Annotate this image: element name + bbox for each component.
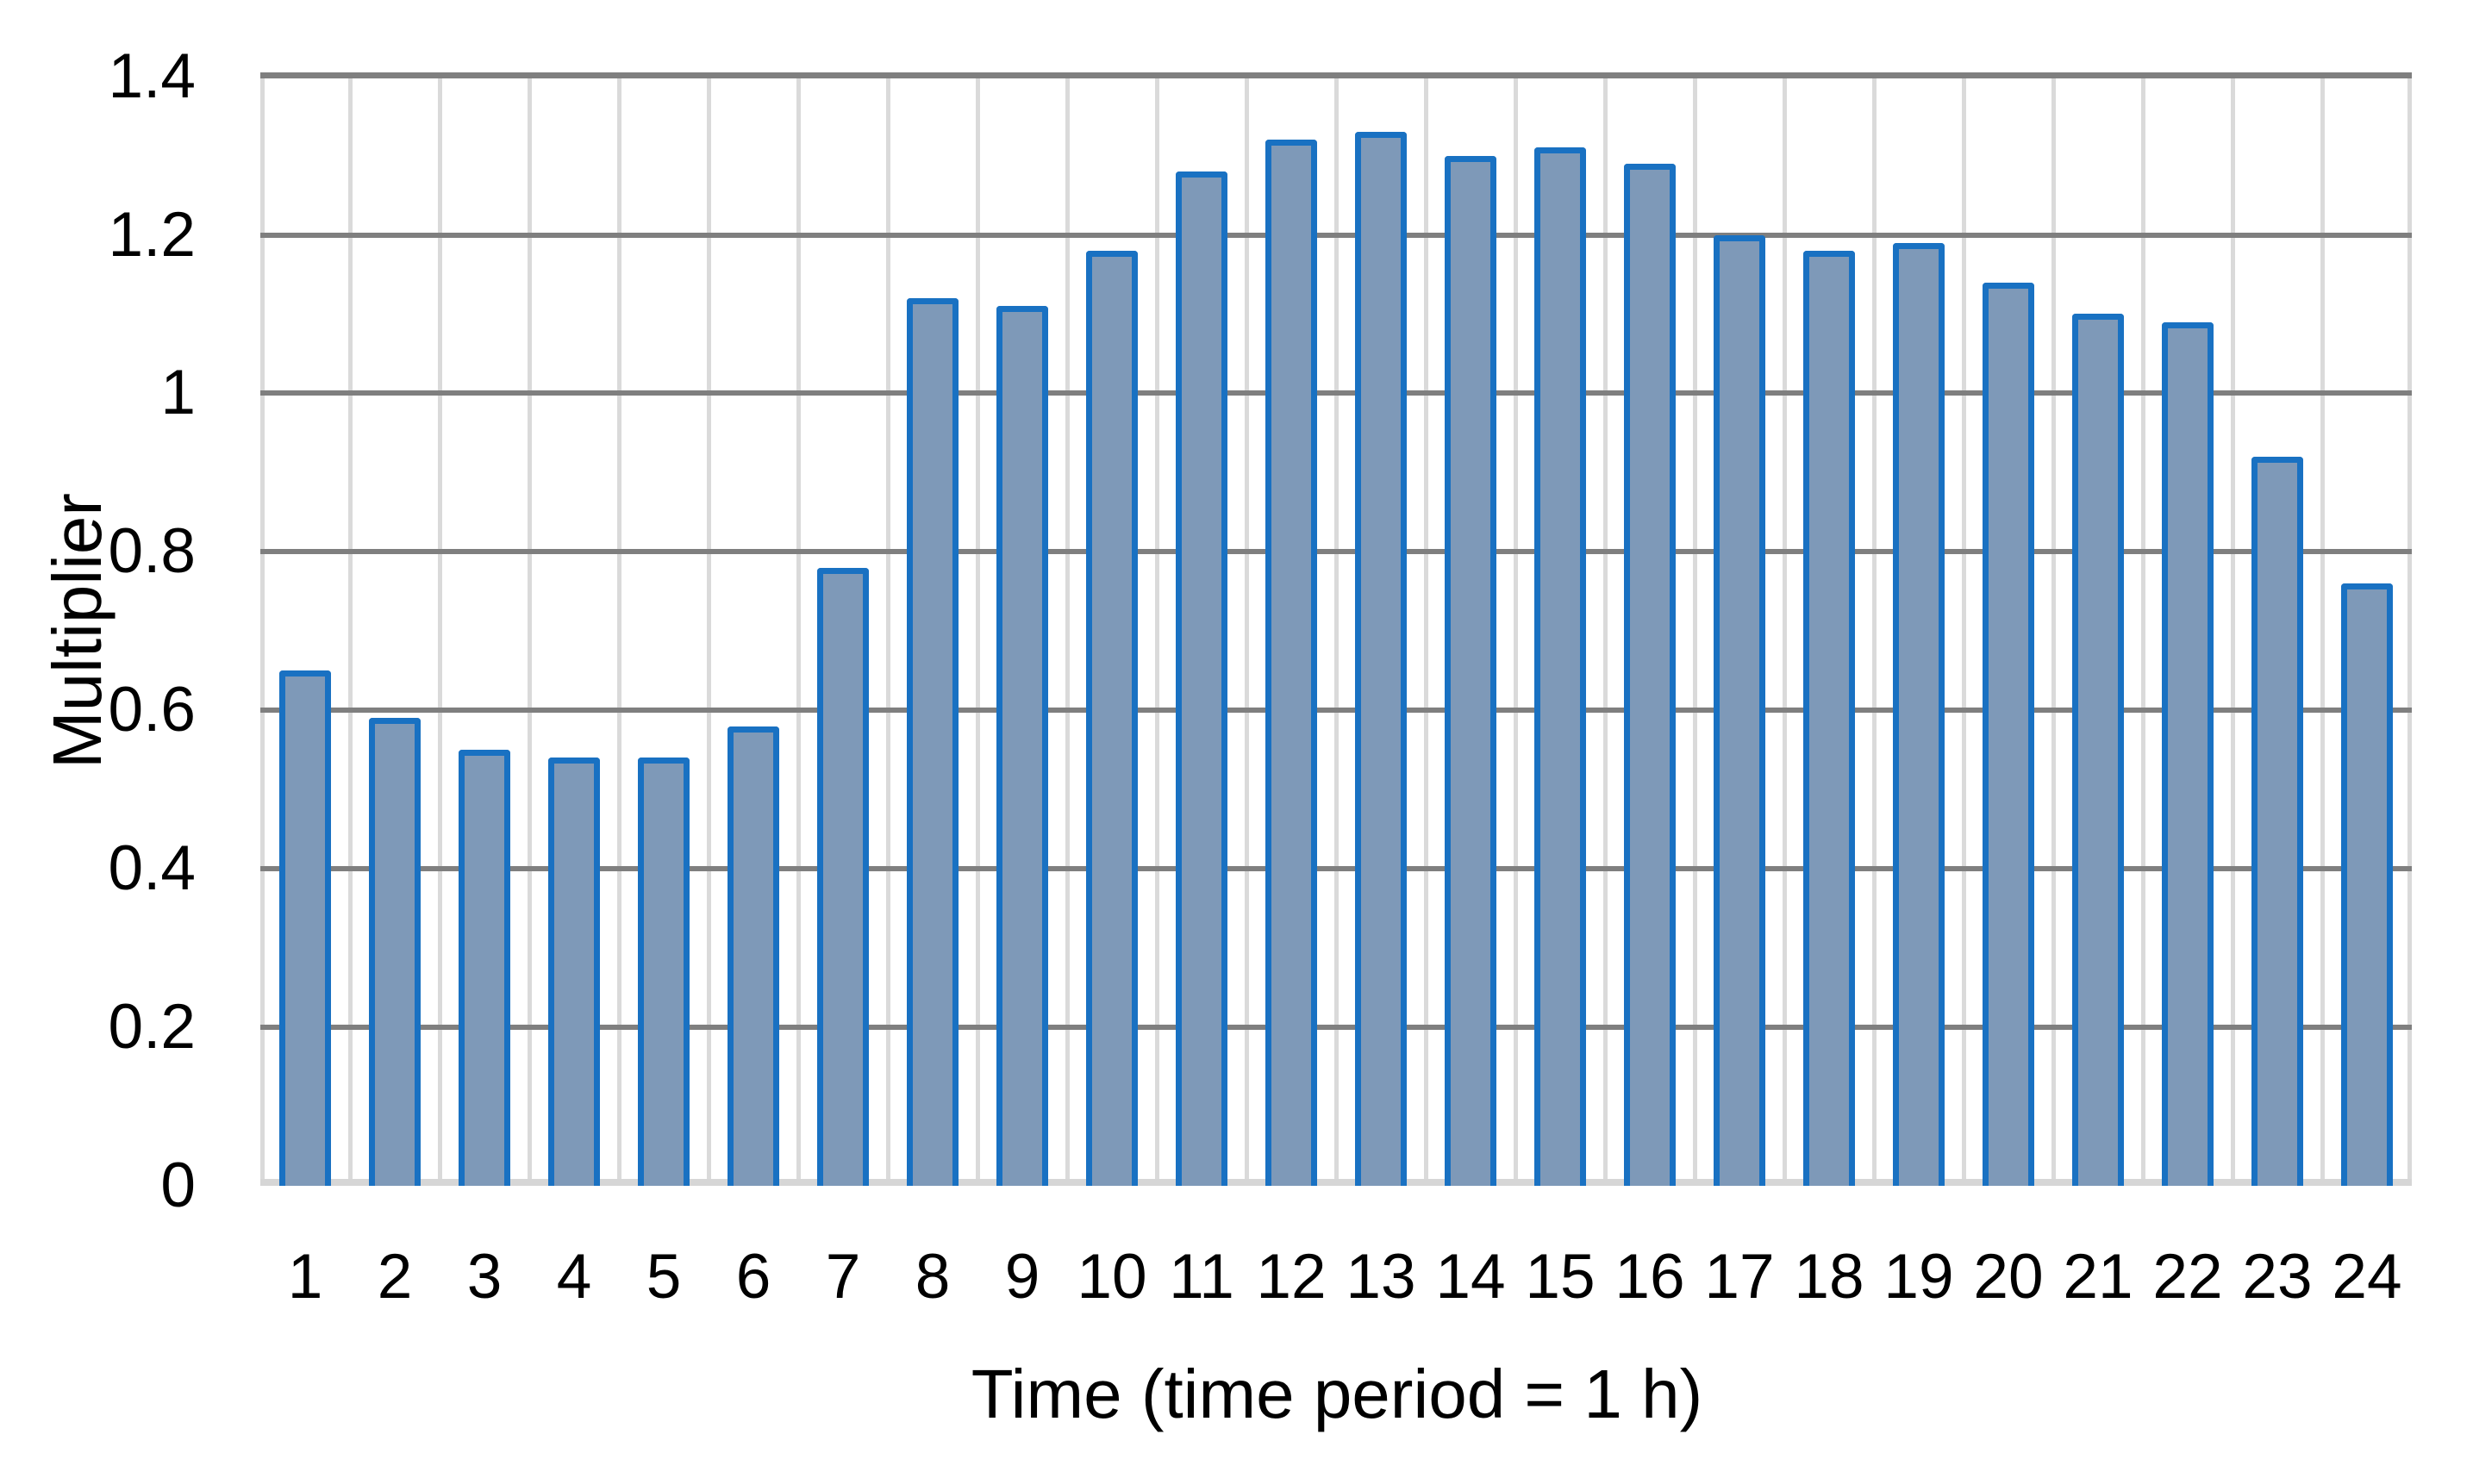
- category-gridline: [707, 72, 711, 1186]
- bar: [2251, 457, 2303, 1186]
- category-gridline: [438, 72, 442, 1186]
- category-gridline: [528, 72, 532, 1186]
- category-gridline: [2407, 72, 2412, 1186]
- bar: [1714, 235, 1765, 1186]
- bar: [1534, 147, 1586, 1186]
- major-gridline: [260, 390, 2412, 396]
- x-tick-label: 21: [2063, 1242, 2133, 1312]
- category-gridline: [1065, 72, 1070, 1186]
- plot-area: [260, 72, 2412, 1186]
- x-tick-label: 6: [735, 1242, 771, 1312]
- x-tick-label: 16: [1614, 1242, 1685, 1312]
- bar: [369, 718, 421, 1186]
- bar: [548, 758, 600, 1186]
- category-gridline: [1245, 72, 1249, 1186]
- x-tick-label: 13: [1346, 1242, 1416, 1312]
- category-gridline: [1872, 72, 1877, 1186]
- x-tick-label: 10: [1077, 1242, 1147, 1312]
- y-tick-label: 0: [160, 1150, 196, 1220]
- bar: [1983, 283, 2034, 1186]
- bar: [2341, 583, 2393, 1186]
- major-gridline: [260, 708, 2412, 713]
- x-tick-label: 7: [825, 1242, 861, 1312]
- x-tick-label: 14: [1435, 1242, 1506, 1312]
- y-tick-label: 0.6: [108, 675, 196, 745]
- category-gridline: [1514, 72, 1518, 1186]
- x-tick-label: 2: [377, 1242, 413, 1312]
- bar: [996, 306, 1048, 1186]
- category-gridline: [1155, 72, 1159, 1186]
- bar: [1803, 251, 1855, 1186]
- major-gridline: [260, 1025, 2412, 1030]
- category-gridline: [1693, 72, 1697, 1186]
- category-gridline: [976, 72, 980, 1186]
- bar: [1086, 251, 1138, 1186]
- plot-top-border: [260, 72, 2412, 78]
- x-tick-label: 17: [1704, 1242, 1775, 1312]
- bar: [1265, 140, 1317, 1186]
- category-gridline: [1783, 72, 1787, 1186]
- bar: [2072, 314, 2124, 1186]
- category-gridline: [260, 72, 265, 1186]
- bar: [279, 670, 331, 1186]
- y-tick-label: 1: [160, 358, 196, 427]
- x-tick-label: 12: [1256, 1242, 1327, 1312]
- category-gridline: [886, 72, 890, 1186]
- bar: [817, 568, 869, 1186]
- x-tick-label: 3: [466, 1242, 503, 1312]
- x-axis-title: Time (time period = 1 h): [971, 1356, 1703, 1432]
- category-gridline: [1334, 72, 1339, 1186]
- major-gridline: [260, 233, 2412, 238]
- x-tick-label: 9: [1004, 1242, 1040, 1312]
- category-gridline: [2231, 72, 2235, 1186]
- x-tick-label: 1: [287, 1242, 323, 1312]
- x-tick-label: 22: [2152, 1242, 2223, 1312]
- major-gridline: [260, 866, 2412, 871]
- category-gridline: [617, 72, 621, 1186]
- y-tick-label: 1.4: [108, 41, 196, 111]
- bar: [638, 758, 690, 1186]
- y-tick-label: 0.8: [108, 516, 196, 586]
- x-tick-label: 11: [1169, 1242, 1234, 1312]
- bar: [1893, 243, 1945, 1186]
- bar: [1624, 164, 1676, 1186]
- category-gridline: [348, 72, 353, 1186]
- major-gridline: [260, 549, 2412, 554]
- bar: [1355, 132, 1407, 1186]
- bar: [1445, 156, 1496, 1186]
- x-tick-label: 4: [556, 1242, 592, 1312]
- category-gridline: [1424, 72, 1428, 1186]
- category-gridline: [2141, 72, 2145, 1186]
- category-gridline: [1603, 72, 1608, 1186]
- x-tick-label: 19: [1883, 1242, 1954, 1312]
- x-tick-label: 24: [2332, 1242, 2402, 1312]
- x-axis-line: [260, 1179, 2412, 1186]
- bar: [907, 298, 959, 1186]
- x-tick-label: 5: [646, 1242, 682, 1312]
- category-gridline: [2051, 72, 2056, 1186]
- bar: [2162, 322, 2214, 1186]
- x-tick-label: 23: [2242, 1242, 2313, 1312]
- x-tick-label: 18: [1794, 1242, 1864, 1312]
- x-tick-label: 15: [1525, 1242, 1596, 1312]
- bar: [1176, 171, 1227, 1186]
- category-gridline: [796, 72, 801, 1186]
- bar: [728, 726, 779, 1186]
- category-gridline: [2320, 72, 2325, 1186]
- x-tick-label: 8: [915, 1242, 951, 1312]
- y-tick-label: 1.2: [108, 200, 196, 270]
- x-tick-label: 20: [1973, 1242, 2044, 1312]
- category-gridline: [1962, 72, 1966, 1186]
- y-tick-label: 0.4: [108, 833, 196, 903]
- y-tick-label: 0.2: [108, 992, 196, 1062]
- bar: [459, 750, 510, 1186]
